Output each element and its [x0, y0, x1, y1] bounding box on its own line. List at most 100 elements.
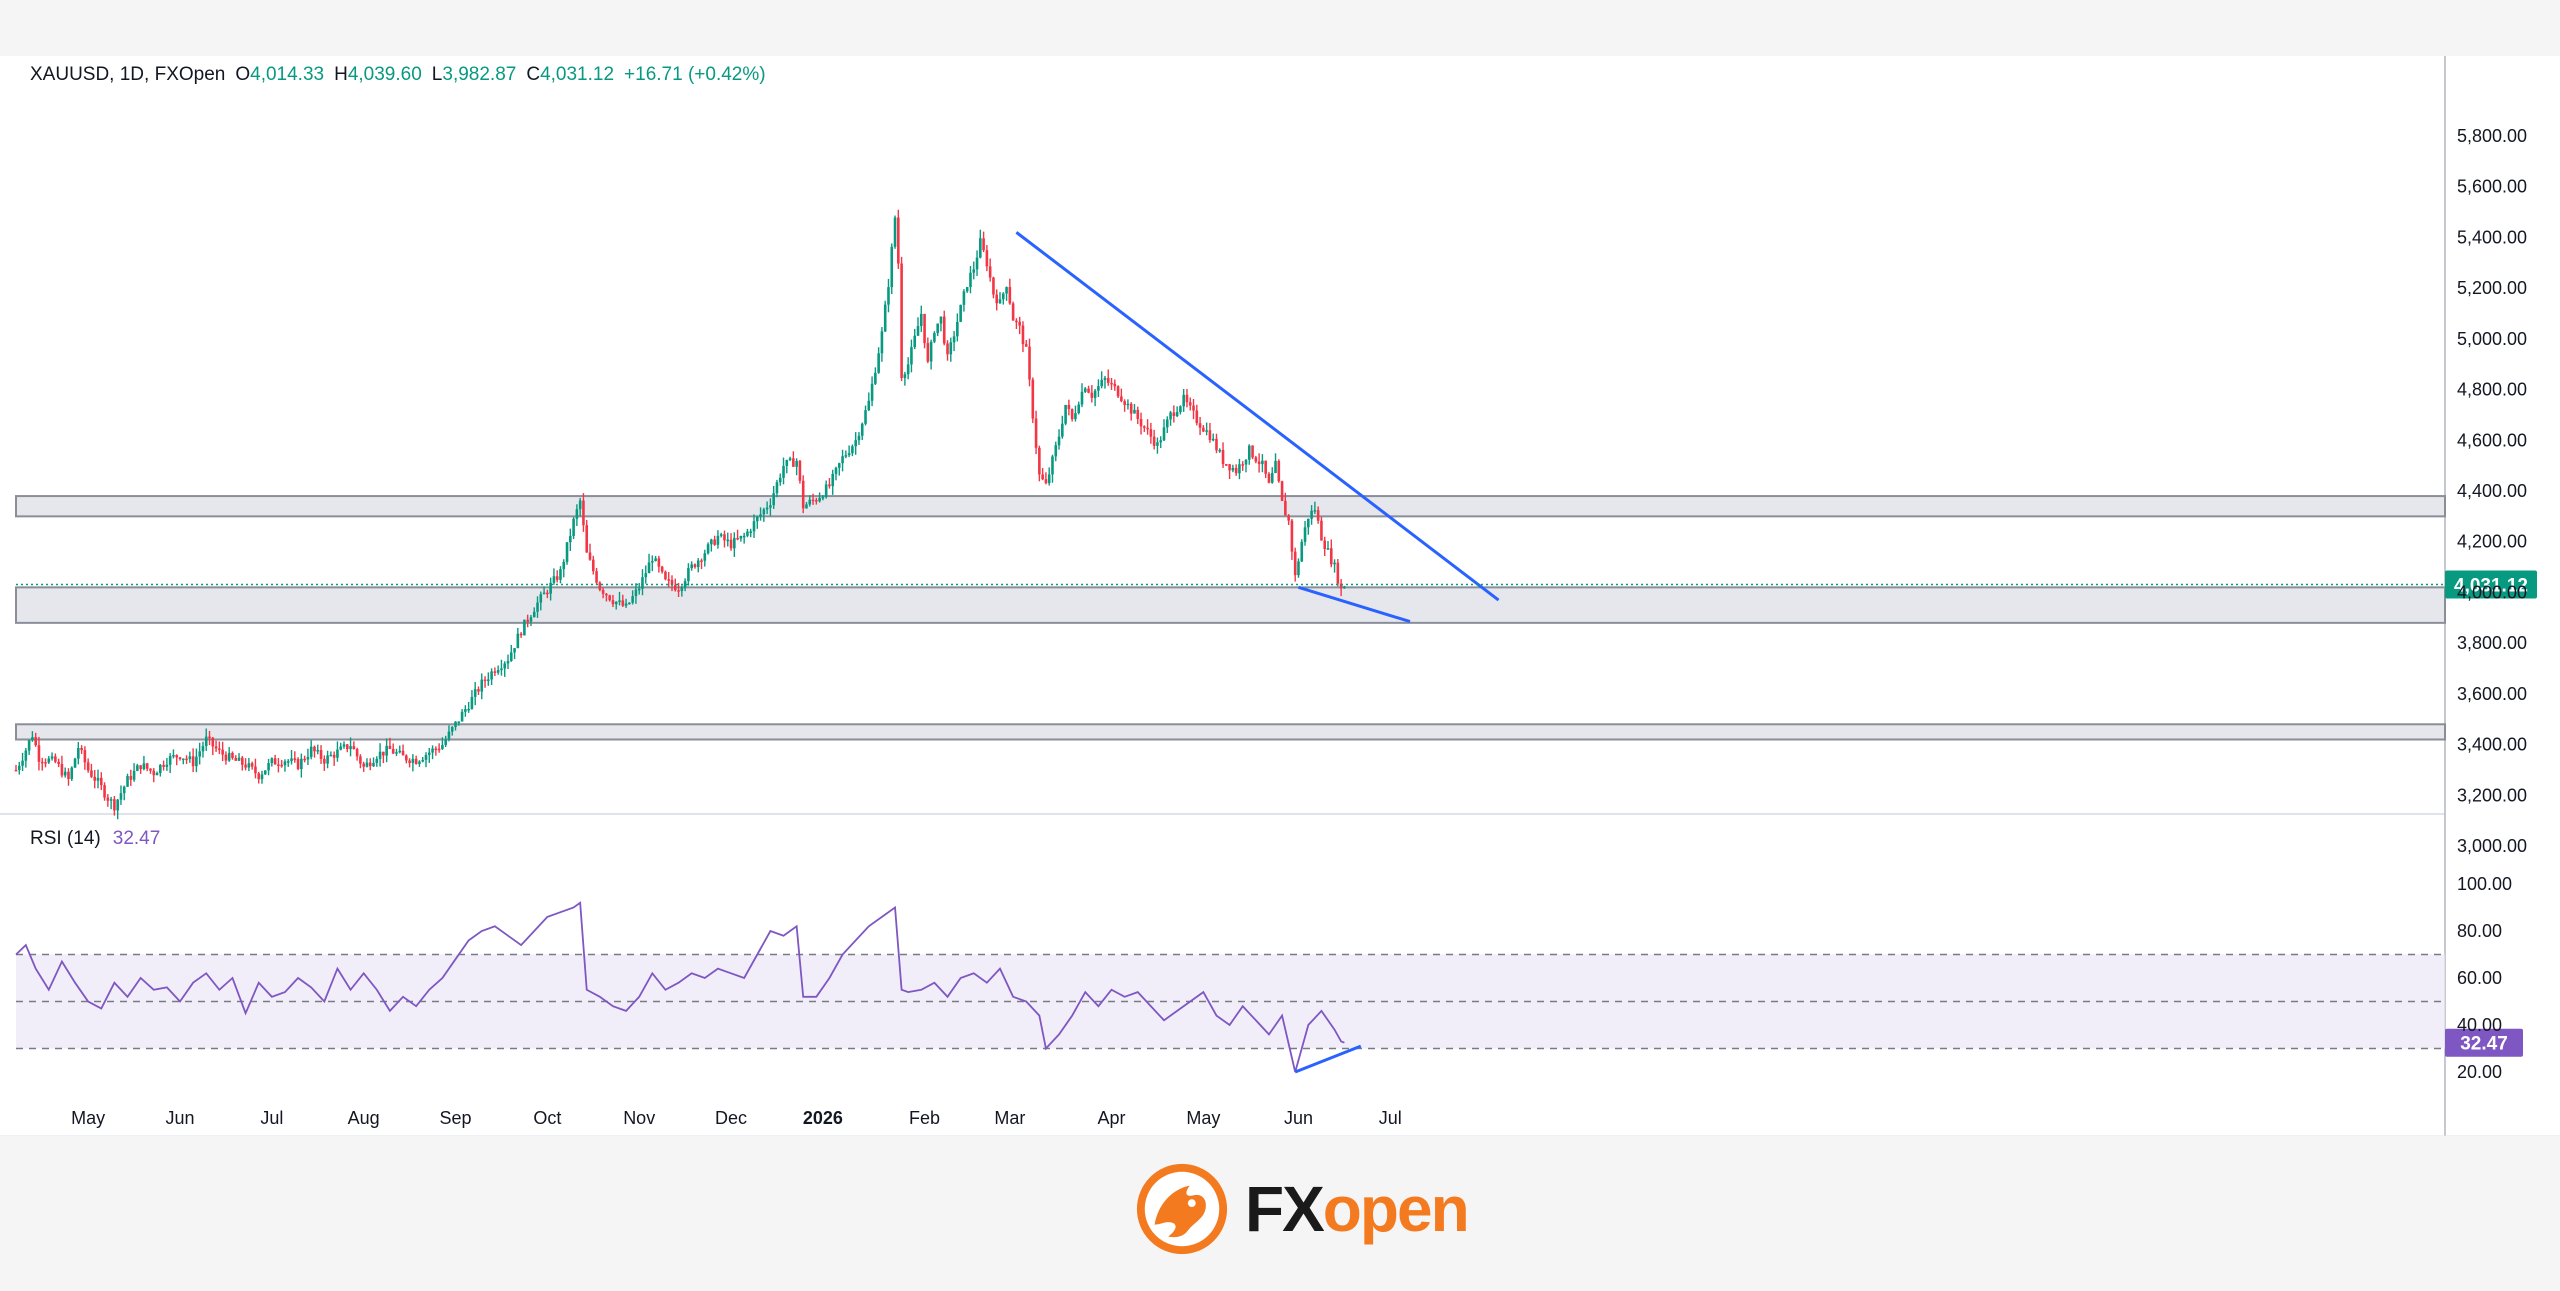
candle-body [1008, 287, 1012, 304]
candle-body [910, 347, 913, 365]
price-tick-label: 3,200.00 [2457, 785, 2527, 805]
candle-body [516, 633, 520, 649]
candle-body [667, 579, 671, 581]
candle-body [1290, 520, 1294, 552]
time-tick-label: Aug [348, 1108, 380, 1128]
candle-body [1047, 474, 1051, 484]
candle-body [431, 748, 434, 753]
chart-area[interactable]: 4,031.12 5,800.00 5,600.00 5,400.00 5,200.00… [0, 56, 2560, 1136]
rsi-legend: RSI (14) 32.47 [30, 828, 160, 850]
change-value: +16.71 (+0.42%) [624, 64, 766, 85]
candle-body [936, 323, 939, 334]
candle-body [710, 539, 713, 545]
candle-body [595, 571, 598, 583]
candle-body [60, 763, 64, 776]
candle-body [982, 238, 985, 251]
low-value: 3,982.87 [442, 64, 517, 85]
candle-body [27, 740, 31, 751]
candle-body [424, 754, 428, 760]
candle-body [532, 611, 536, 618]
candle-body [1015, 320, 1018, 323]
candle-body [946, 343, 949, 355]
candle-body [208, 736, 211, 739]
candle-body [513, 648, 516, 653]
price-tick-label: 3,400.00 [2457, 735, 2527, 755]
candle-body [900, 263, 903, 379]
candle-body [713, 539, 716, 545]
candle-body [657, 558, 661, 567]
candle-body [359, 756, 362, 764]
candle-body [185, 758, 188, 761]
rsi-value: 32.47 [112, 828, 161, 849]
candle-body [1152, 436, 1156, 446]
candle-body [247, 763, 251, 768]
candle-body [336, 749, 339, 758]
candle-body [582, 500, 585, 526]
candle-body [447, 731, 451, 740]
candle-body [21, 760, 24, 766]
candle-body [270, 758, 274, 764]
price-chart-svg[interactable]: 4,031.12 5,800.00 5,600.00 5,400.00 5,200.00… [0, 56, 2560, 1136]
candle-body [126, 776, 129, 787]
candle-body [903, 374, 907, 379]
candle-body [1093, 390, 1097, 398]
candle-body [142, 763, 146, 770]
candle-body [631, 596, 634, 603]
candle-body [286, 761, 290, 763]
close-value: 4,031.12 [540, 64, 615, 85]
brand-logo: FXopen [1133, 1160, 1470, 1258]
candle-body [290, 758, 293, 762]
candle-body [1188, 402, 1192, 406]
candle-body [319, 750, 323, 759]
candle-body [634, 589, 638, 597]
candle-body [437, 748, 441, 751]
candle-body [575, 509, 579, 519]
candle-body [382, 751, 385, 756]
candle-body [57, 761, 60, 764]
candle-body [952, 336, 956, 343]
candle-body [149, 768, 152, 771]
candle-body [457, 721, 461, 723]
candle-body [670, 580, 674, 586]
candle-body [1218, 450, 1222, 452]
candle-body [159, 764, 162, 773]
candle-body [201, 746, 205, 752]
candle-body [834, 467, 838, 475]
candle-body [96, 777, 100, 781]
candle-body [598, 582, 602, 590]
candle-body [77, 747, 80, 759]
candle-body [529, 617, 533, 622]
price-tick-label: 4,400.00 [2457, 481, 2527, 501]
candle-body [1247, 445, 1251, 460]
candle-body [939, 316, 943, 324]
candle-body [539, 594, 543, 603]
candle-body [1136, 409, 1140, 419]
candle-body [1238, 464, 1241, 474]
candle-body [916, 326, 920, 336]
candle-body [329, 754, 333, 757]
candle-body [572, 518, 575, 536]
rsi-value-tag [2445, 1028, 2523, 1057]
candle-body [198, 751, 201, 757]
time-tick-label: Sep [440, 1108, 472, 1128]
candle-body [316, 750, 320, 752]
candle-body [1261, 460, 1264, 465]
candle-body [388, 745, 392, 749]
candle-body [746, 531, 749, 536]
candle-body [782, 465, 785, 478]
candle-body [162, 764, 165, 767]
candle-body [801, 480, 805, 509]
candle-body [821, 497, 825, 499]
candle-body [1044, 479, 1048, 484]
candle-body [870, 383, 874, 401]
candle-body [83, 750, 87, 763]
brand-wordmark: FXopen [1245, 1172, 1470, 1246]
candle-body [1343, 586, 1346, 589]
candle-body [67, 771, 70, 780]
rsi-tick-label: 20.00 [2457, 1062, 2502, 1082]
candle-body [883, 304, 887, 332]
candle-body [306, 756, 310, 760]
price-tick-label: 4,600.00 [2457, 430, 2527, 450]
candle-body [1077, 404, 1081, 414]
candle-body [1175, 412, 1179, 417]
